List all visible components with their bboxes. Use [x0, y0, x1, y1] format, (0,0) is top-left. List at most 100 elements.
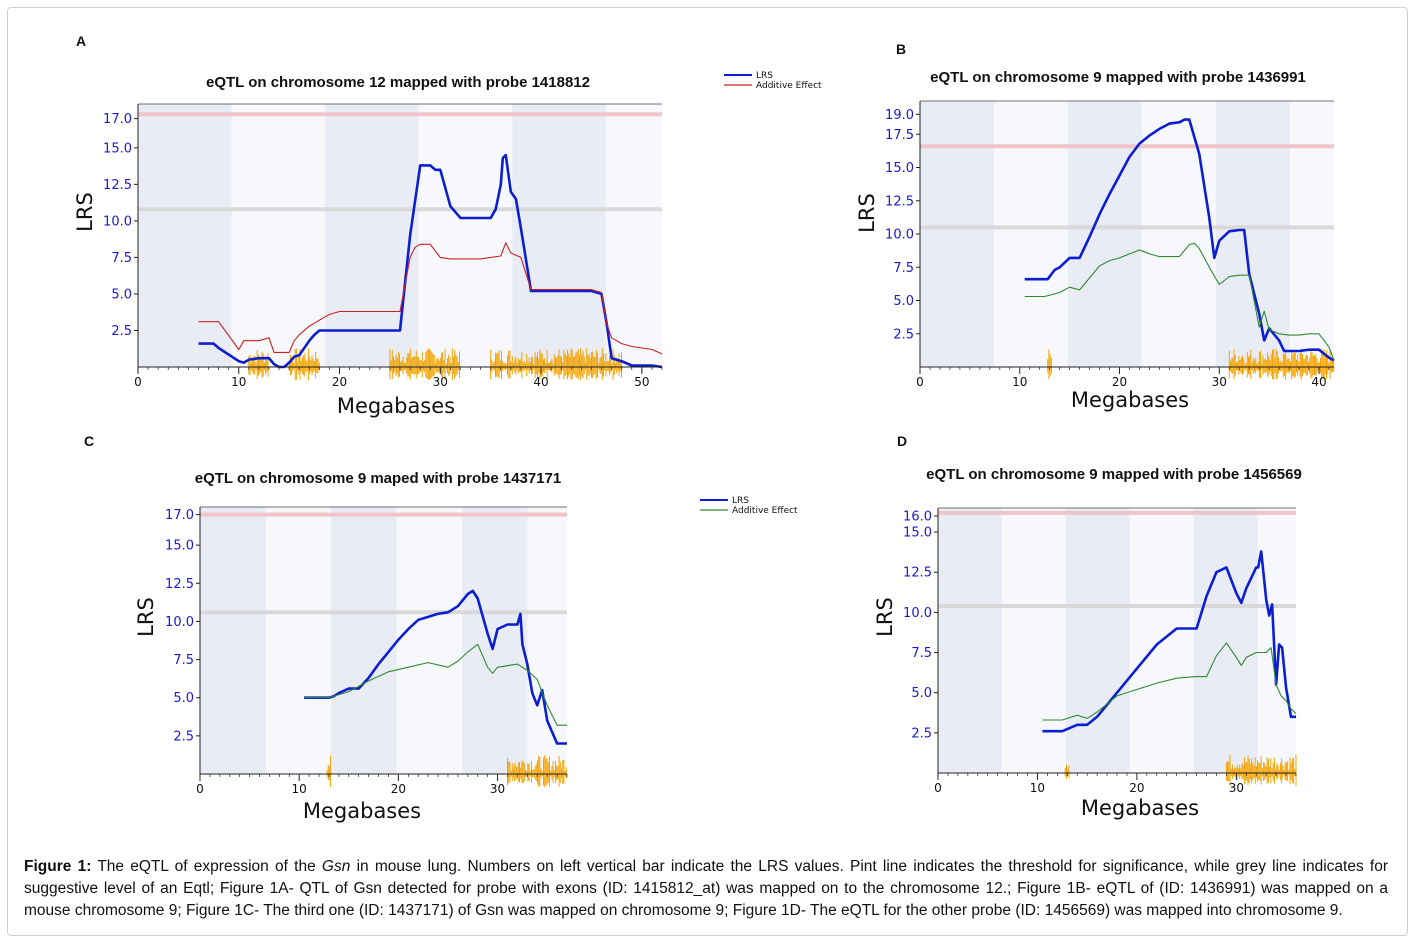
y-tick-label: 10.0 [903, 606, 932, 621]
x-tick-label: 20 [391, 782, 406, 796]
lrs-line [1042, 550, 1296, 733]
plot-band [138, 104, 232, 367]
caption-part2: in mouse lung. Numbers on left vertical … [24, 857, 1389, 919]
plot-band [1001, 508, 1066, 773]
snp-density [326, 755, 332, 787]
x-tick-label: 30 [433, 375, 448, 389]
y-tick-label: 17.5 [885, 128, 914, 143]
y-tick-label: 5.0 [173, 691, 194, 706]
y-tick-label: 15.0 [885, 161, 914, 176]
y-tick-label: 2.5 [893, 327, 914, 342]
plot-band [265, 507, 332, 774]
y-tick-label: 2.5 [173, 729, 194, 744]
x-tick-label: 0 [916, 375, 924, 389]
snp-density [389, 348, 460, 381]
y-tick-label: 16.0 [903, 510, 932, 525]
panel-letter-d: D [897, 433, 907, 449]
y-tick-label: 5.0 [911, 686, 932, 701]
plot-band [512, 104, 606, 367]
y-tick-label: 15.0 [103, 141, 132, 156]
plot-band [418, 104, 513, 367]
y-tick-label: 10.0 [103, 214, 132, 229]
y-axis-label: LRS [73, 192, 97, 232]
x-axis-label: Megabases [1081, 796, 1199, 820]
snp-density [288, 348, 320, 381]
y-tick-label: 12.5 [885, 194, 914, 209]
x-tick-label: 30 [1212, 375, 1227, 389]
plot-band [1065, 508, 1130, 773]
plot-band [1257, 508, 1296, 773]
chart-title-c: eQTL on chromosome 9 maped with probe 14… [195, 470, 562, 487]
y-tick-label: 2.5 [111, 324, 132, 339]
y-tick-label: 15.0 [165, 539, 194, 554]
y-tick-label: 7.5 [173, 653, 194, 668]
legend-label: Additive Effect [756, 81, 822, 91]
figure-caption: Figure 1: The eQTL of expression of the … [24, 856, 1388, 922]
chart-title-d: eQTL on chromosome 9 mapped with probe 1… [926, 466, 1302, 483]
additive-effect-line [198, 242, 663, 355]
x-tick-label: 0 [934, 781, 942, 795]
x-tick-label: 20 [1129, 781, 1144, 795]
x-tick-label: 0 [134, 375, 142, 389]
y-tick-label: 5.0 [111, 287, 132, 302]
plot-band [325, 104, 419, 367]
plot-band [1289, 101, 1334, 367]
additive-effect-line [304, 643, 567, 726]
y-tick-label: 12.5 [103, 178, 132, 193]
snp-density [1228, 348, 1335, 380]
y-axis-label: LRS [134, 597, 158, 637]
y-tick-label: 12.5 [903, 566, 932, 581]
y-tick-label: 19.0 [885, 108, 914, 123]
caption-lead: Figure 1: [24, 857, 92, 875]
y-tick-label: 7.5 [111, 251, 132, 266]
x-tick-label: 0 [196, 782, 204, 796]
snp-density [1064, 764, 1070, 779]
x-tick-label: 40 [1311, 375, 1326, 389]
additive-effect-line [1024, 242, 1335, 361]
lrs-line [198, 153, 663, 369]
x-tick-label: 30 [490, 782, 505, 796]
y-axis-label: LRS [873, 597, 897, 637]
plot-band [938, 508, 1002, 773]
panel-letter-b: B [896, 41, 906, 57]
x-tick-label: 30 [1229, 781, 1244, 795]
x-tick-label: 10 [1012, 375, 1027, 389]
legend-label: LRS [732, 496, 749, 506]
plot-band [920, 101, 994, 367]
plot-band [1067, 101, 1142, 367]
x-tick-label: 10 [231, 375, 246, 389]
lrs-line [1024, 118, 1335, 362]
x-tick-label: 50 [634, 375, 649, 389]
caption-gene: Gsn [321, 857, 351, 875]
y-tick-label: 15.0 [903, 526, 932, 541]
plot-band [200, 507, 266, 774]
y-tick-label: 7.5 [893, 261, 914, 276]
additive-effect-line [1042, 642, 1297, 721]
chart-title-a: eQTL on chromosome 12 mapped with probe … [206, 74, 590, 91]
x-tick-label: 10 [292, 782, 307, 796]
plot-band [231, 104, 326, 367]
x-tick-label: 40 [533, 375, 548, 389]
plot-band [527, 507, 567, 774]
plot-band [993, 101, 1068, 367]
y-tick-label: 2.5 [911, 726, 932, 741]
x-tick-label: 20 [332, 375, 347, 389]
caption-part1: The eQTL of expression of the [91, 857, 322, 875]
plot-band [1141, 101, 1216, 367]
legend-label: LRS [756, 71, 773, 81]
x-axis-label: Megabases [1071, 388, 1189, 412]
x-tick-label: 10 [1030, 781, 1045, 795]
chart-title-b: eQTL on chromosome 9 mapped with probe 1… [930, 69, 1306, 86]
plot-band [331, 507, 397, 774]
plot-band [605, 104, 662, 367]
y-tick-label: 12.5 [165, 577, 194, 592]
panel-letter-a: A [76, 33, 86, 49]
plot-band [396, 507, 463, 774]
